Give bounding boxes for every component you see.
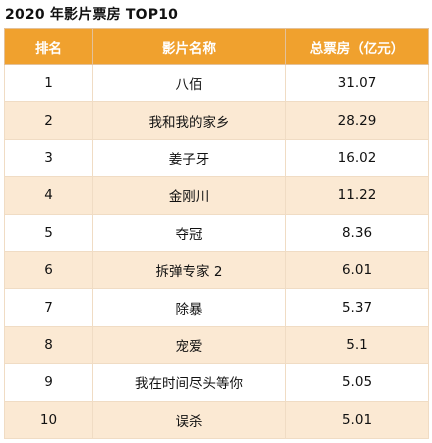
box-office-cell: 5.01 [285,400,429,439]
film-name-cell: 金刚川 [92,176,286,215]
rank-cell: 3 [4,138,93,178]
column-header-box-office: 总票房（亿元） [285,28,429,65]
film-name-cell: 除暴 [92,288,286,327]
film-name-cell: 误杀 [92,400,286,439]
table-row: 5 夺冠 8.36 [4,213,429,252]
table-row: 1 八佰 31.07 [4,63,429,103]
rank-cell: 7 [4,288,93,327]
box-office-cell: 5.37 [285,288,429,327]
box-office-table-container: 排名 影片名称 总票房（亿元） 1 八佰 31.07 2 我和我的家乡 28.29 3 姜子牙… [4,28,429,439]
table-body: 1 八佰 31.07 2 我和我的家乡 28.29 3 姜子牙 16.02 4 金刚川 11.22 5 夺… [4,63,429,439]
box-office-cell: 5.05 [285,363,429,402]
box-office-cell: 16.02 [285,138,429,178]
table-row: 10 误杀 5.01 [4,400,429,439]
rank-cell: 1 [4,63,93,103]
box-office-cell: 5.1 [285,325,429,365]
table-row: 3 姜子牙 16.02 [4,138,429,178]
film-name-cell: 我在时间尽头等你 [92,363,286,402]
table-row: 8 宠爱 5.1 [4,325,429,365]
table-row: 9 我在时间尽头等你 5.05 [4,363,429,402]
page-title: 2020 年影片票房 TOP10 [5,7,179,23]
film-name-cell: 八佰 [92,63,286,103]
rank-cell: 9 [4,363,93,402]
column-header-film-name: 影片名称 [92,28,286,65]
box-office-cell: 8.36 [285,213,429,252]
table-row: 2 我和我的家乡 28.29 [4,101,429,140]
table-row: 4 金刚川 11.22 [4,176,429,215]
table-row: 7 除暴 5.37 [4,288,429,327]
box-office-cell: 31.07 [285,63,429,103]
box-office-cell: 28.29 [285,101,429,140]
rank-cell: 10 [4,400,93,439]
box-office-table: 排名 影片名称 总票房（亿元） 1 八佰 31.07 2 我和我的家乡 28.29 3 姜子牙… [4,28,429,439]
rank-cell: 5 [4,213,93,252]
box-office-cell: 6.01 [285,250,429,290]
rank-cell: 8 [4,325,93,365]
film-name-cell: 我和我的家乡 [92,101,286,140]
film-name-cell: 夺冠 [92,213,286,252]
table-header-row: 排名 影片名称 总票房（亿元） [4,28,429,65]
box-office-cell: 11.22 [285,176,429,215]
film-name-cell: 拆弹专家 2 [92,250,286,290]
film-name-cell: 姜子牙 [92,138,286,178]
table-row: 6 拆弹专家 2 6.01 [4,250,429,290]
rank-cell: 2 [4,101,93,140]
rank-cell: 6 [4,250,93,290]
rank-cell: 4 [4,176,93,215]
column-header-rank: 排名 [4,28,93,65]
film-name-cell: 宠爱 [92,325,286,365]
